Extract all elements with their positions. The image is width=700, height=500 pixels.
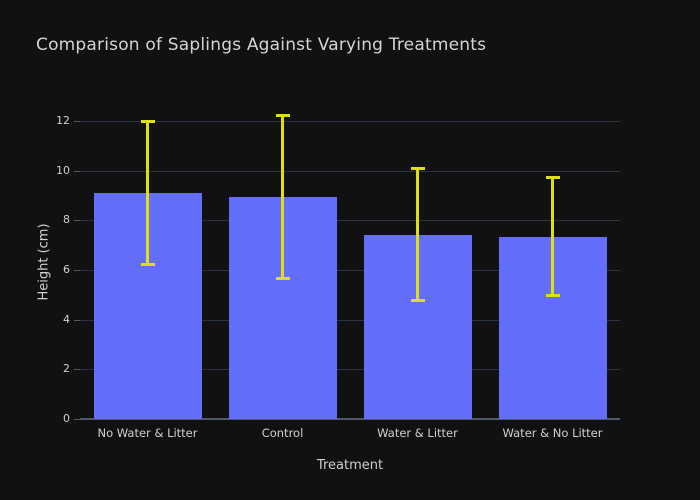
y-tick-mark: [74, 220, 80, 222]
y-axis-title: Height (cm): [36, 223, 52, 301]
y-tick-mark: [74, 170, 80, 172]
error-bar-cap-top: [140, 120, 155, 124]
y-tick-label: 10: [56, 163, 70, 177]
error-bar-line: [551, 176, 554, 297]
y-tick-mark: [74, 270, 80, 272]
y-tick-mark: [74, 419, 80, 420]
y-tick-label: 12: [56, 114, 70, 128]
x-axis-line: [80, 418, 620, 420]
error-bar-cap-bottom: [410, 299, 425, 303]
error-bar-cap-bottom: [275, 277, 290, 281]
gridline: [80, 319, 620, 321]
y-tick-mark: [74, 369, 80, 371]
plot-area[interactable]: [80, 105, 620, 420]
y-tick-label: 8: [63, 213, 70, 227]
error-bar-line: [146, 121, 149, 266]
error-bar-cap-top: [410, 167, 425, 171]
gridline: [80, 369, 620, 371]
gridline: [80, 121, 620, 123]
y-tick-mark: [74, 121, 80, 123]
y-tick-label: 2: [63, 362, 70, 376]
y-tick-mark: [74, 319, 80, 321]
error-bar-line: [281, 115, 284, 280]
error-bar-cap-bottom: [545, 294, 560, 298]
error-bar-cap-top: [545, 175, 560, 179]
gridline: [80, 170, 620, 172]
y-tick-label: 4: [63, 312, 70, 326]
y-tick-label: 0: [63, 412, 70, 425]
chart-title: Comparison of Saplings Against Varying T…: [36, 35, 487, 55]
error-bar-cap-bottom: [140, 263, 155, 267]
x-tick-label: Water & Litter: [377, 426, 458, 440]
error-bar-cap-top: [275, 114, 290, 118]
gridline: [80, 220, 620, 222]
x-tick-label: Control: [261, 426, 304, 440]
x-axis-title: Treatment: [316, 458, 384, 473]
gridline: [80, 270, 620, 272]
error-bar-line: [416, 168, 419, 302]
y-tick-label: 6: [63, 263, 70, 277]
x-tick-label: No Water & Litter: [97, 426, 198, 440]
x-tick-label: Water & No Litter: [502, 426, 603, 440]
